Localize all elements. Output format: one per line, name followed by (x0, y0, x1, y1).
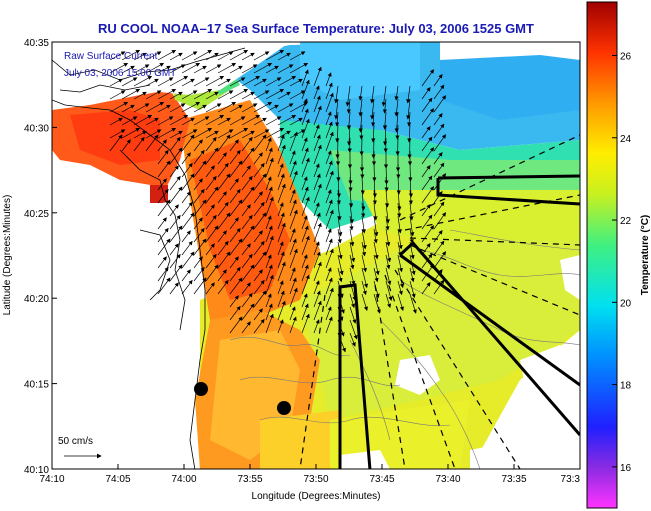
y-tick-label: 40:10 (24, 465, 49, 476)
y-tick-label: 40:35 (24, 38, 49, 49)
x-tick-label: 73:45 (369, 474, 394, 485)
scale-label: 50 cm/s (58, 436, 93, 447)
y-tick-label: 40:15 (24, 380, 49, 391)
surface-current-vectors (109, 49, 447, 353)
x-tick-label: 73:35 (501, 474, 526, 485)
x-tick-label: 73:55 (237, 474, 262, 485)
y-tick-label: 40:25 (24, 209, 49, 220)
plot-area: Raw Surface Current July 03, 2006 15:00 … (52, 42, 580, 469)
colorbar-tick-label: 22 (620, 216, 632, 227)
x-tick-label: 73:50 (303, 474, 328, 485)
radar-label-line2: July 03, 2006 15:00 GMT (64, 68, 176, 79)
map-title: RU COOL NOAA–17 Sea Surface Temperature:… (98, 21, 534, 36)
x-axis-ticks: 74:10 74:05 74:00 73:55 73:50 73:45 73:40 73:35… (39, 464, 581, 485)
station-dot-2 (277, 401, 291, 415)
x-tick-label: 73:40 (435, 474, 460, 485)
radar-label-line1: Raw Surface Current (64, 51, 158, 62)
y-axis-label: Latitude (Degrees:Minutes) (2, 195, 13, 316)
colorbar-tick-label: 26 (620, 51, 632, 62)
y-tick-label: 40:20 (24, 294, 49, 305)
colorbar-tick-label: 18 (620, 381, 632, 392)
x-tick-label: 74:10 (39, 474, 64, 485)
x-tick-label: 73:3 (561, 474, 581, 485)
x-tick-label: 74:05 (105, 474, 130, 485)
colorbar-tick-label: 24 (620, 134, 632, 145)
colorbar-label: Temperature (°C) (640, 215, 651, 296)
bathymetry-contours (229, 229, 580, 469)
sst-field (52, 42, 580, 469)
colorbar-tick-label: 20 (620, 298, 632, 309)
temperature-colorbar: 26 24 22 20 18 16 Temperature (°C) (586, 1, 651, 509)
scale-arrow: 50 cm/s (58, 436, 102, 459)
y-axis-ticks: 40:35 40:30 40:25 40:20 40:15 40:10 (24, 38, 57, 476)
y-tick-label: 40:30 (24, 123, 49, 134)
x-tick-label: 74:00 (171, 474, 196, 485)
station-dot-1 (194, 382, 208, 396)
colorbar-tick-label: 16 (620, 463, 632, 474)
x-axis-label: Longitude (Degrees:Minutes) (252, 491, 381, 502)
glider-transects (299, 134, 580, 469)
